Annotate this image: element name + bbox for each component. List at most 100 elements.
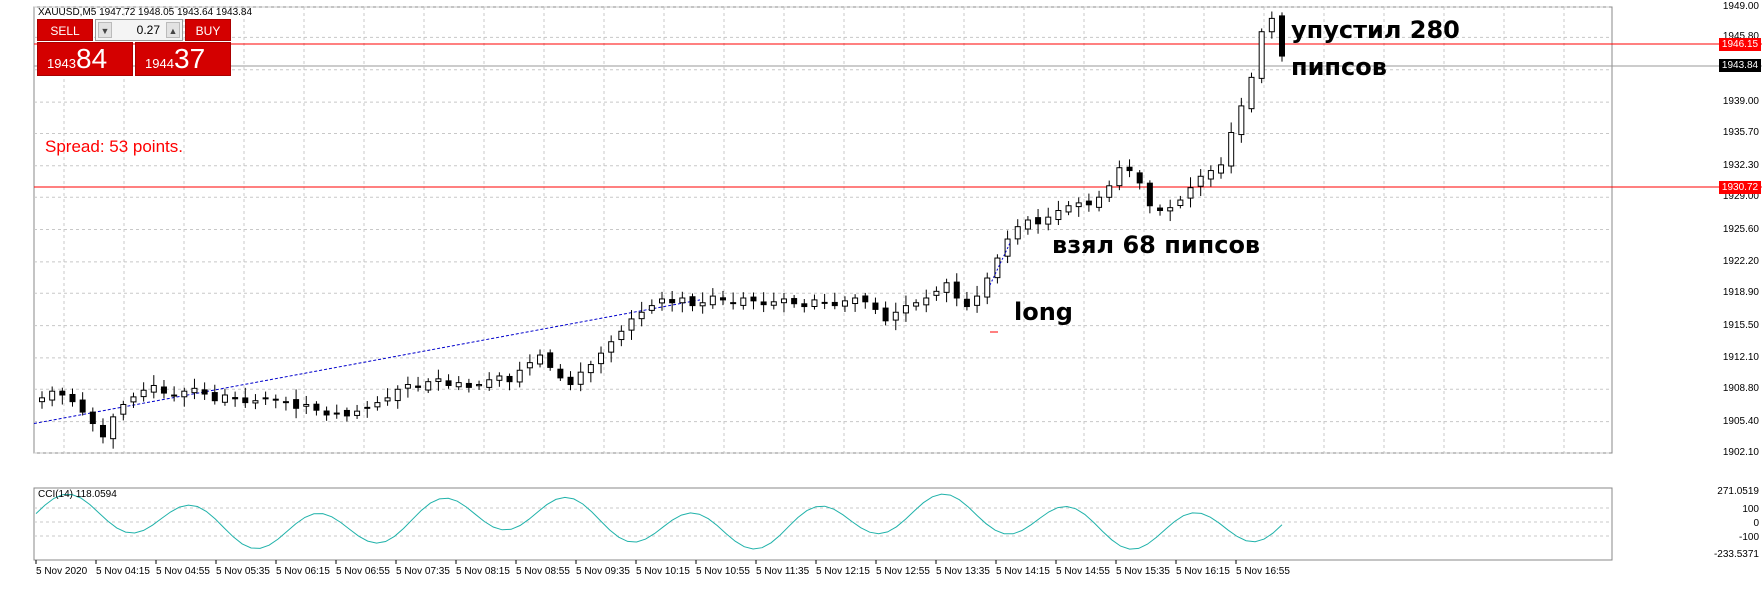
candle-body	[628, 318, 635, 331]
candle-body	[343, 409, 350, 417]
candle-body	[1075, 202, 1082, 208]
price-axis-label: 1922.20	[1722, 255, 1759, 267]
buy-button[interactable]: BUY	[185, 19, 231, 41]
time-axis-label: 5 Nov 05:35	[216, 566, 270, 577]
candle-body	[1055, 210, 1062, 221]
candle-body	[1279, 15, 1285, 57]
candle-body	[557, 368, 564, 379]
candle-body	[638, 311, 645, 320]
candle-body	[79, 399, 86, 413]
candle-body	[171, 394, 178, 397]
candle-body	[425, 381, 432, 391]
candle-body	[150, 384, 157, 393]
candle-body	[1136, 172, 1143, 184]
candle-body	[1146, 182, 1153, 207]
sell-price-pips: 84	[76, 43, 108, 74]
candle-body	[1085, 200, 1092, 206]
candle-body	[89, 411, 96, 425]
price-axis-label: 1949.00	[1722, 1, 1759, 12]
time-axis-label: 5 Nov 09:35	[576, 566, 630, 577]
candle-body	[648, 305, 655, 311]
candle-body	[537, 354, 544, 365]
candle-body	[1116, 167, 1123, 187]
candle-body	[852, 297, 859, 305]
time-axis-label: 5 Nov 06:15	[276, 566, 330, 577]
price-axis-label: 1925.60	[1722, 223, 1759, 235]
time-axis-label: 5 Nov 10:15	[636, 566, 690, 577]
candle-body	[69, 393, 76, 403]
candle-body	[110, 416, 117, 440]
candle-body	[831, 301, 838, 307]
candle-body	[933, 290, 940, 296]
lot-size-field[interactable]: ▼ 0.27 ▲	[95, 19, 183, 41]
candle-body	[333, 412, 340, 415]
candle-body	[984, 277, 991, 298]
lot-increase-button[interactable]: ▲	[166, 22, 180, 38]
candle-body	[719, 297, 726, 301]
candle-body	[679, 297, 686, 304]
candle-body	[618, 330, 625, 341]
candle-body	[1045, 216, 1052, 225]
candle-body	[526, 362, 533, 369]
candle-body	[476, 384, 483, 387]
candle-body	[1024, 219, 1031, 230]
time-axis-label: 5 Nov 08:15	[456, 566, 510, 577]
candle-body	[598, 352, 605, 365]
candle-body	[272, 398, 279, 401]
candle-body	[465, 382, 472, 388]
time-axis-label: 5 Nov 12:55	[876, 566, 930, 577]
time-axis-label: 5 Nov 11:35	[756, 566, 810, 577]
candle-body	[1197, 175, 1204, 187]
buy-price-pips: 37	[174, 43, 206, 74]
price-axis-label: 1915.50	[1722, 319, 1759, 331]
candle-body	[994, 257, 1001, 279]
cci-axis-label: -100	[1738, 532, 1759, 543]
annotation-took-pips: взял 68 пипсов	[1052, 231, 1261, 259]
time-axis-label: 5 Nov 15:35	[1116, 566, 1170, 577]
lot-decrease-button[interactable]: ▼	[98, 22, 112, 38]
candle-body	[191, 387, 198, 394]
candle-body	[445, 380, 452, 386]
price-axis-label: 1918.90	[1722, 287, 1759, 299]
candle-body	[293, 399, 300, 409]
candle-body	[659, 298, 665, 304]
candle-body	[140, 389, 147, 398]
candle-body	[1096, 196, 1103, 208]
candle-body	[770, 301, 777, 306]
candle-body	[211, 392, 218, 402]
buy-price[interactable]: 1944 37	[135, 42, 231, 76]
candle-body	[963, 298, 970, 308]
sell-button[interactable]: SELL	[37, 19, 93, 41]
candle-body	[811, 299, 818, 307]
price-axis-label: 1929.00	[1722, 191, 1759, 203]
candle-body	[99, 424, 106, 438]
candle-body	[1248, 76, 1255, 110]
candle-body	[750, 296, 757, 302]
candle-body	[1126, 166, 1133, 172]
candle-body	[1258, 31, 1265, 79]
candle-body	[730, 302, 737, 305]
candle-body	[547, 352, 554, 368]
time-axis-label: 5 Nov 2020	[36, 566, 88, 577]
time-axis-label: 5 Nov 16:55	[1236, 566, 1290, 577]
lot-size-value[interactable]: 0.27	[136, 23, 160, 37]
candle-body	[1218, 164, 1225, 174]
price-axis-label: 1935.70	[1722, 127, 1759, 139]
candle-body	[1187, 187, 1194, 199]
annotation-long: long	[1014, 298, 1073, 326]
candle-body	[120, 404, 127, 415]
candle-body	[953, 281, 960, 299]
candle-body	[608, 341, 615, 353]
candle-body	[709, 295, 716, 306]
price-axis-label: 1932.30	[1722, 159, 1759, 171]
candle-body	[1268, 17, 1275, 33]
candle-body	[902, 305, 909, 314]
sell-price[interactable]: 1943 84	[37, 42, 133, 76]
upper-level-tag: 1946.15	[1719, 38, 1761, 51]
time-axis-label: 5 Nov 16:15	[1176, 566, 1230, 577]
cci-axis-label: 271.0519	[1717, 486, 1759, 497]
candle-body	[1207, 170, 1214, 180]
candle-body	[1177, 199, 1184, 207]
candle-body	[1228, 132, 1235, 167]
